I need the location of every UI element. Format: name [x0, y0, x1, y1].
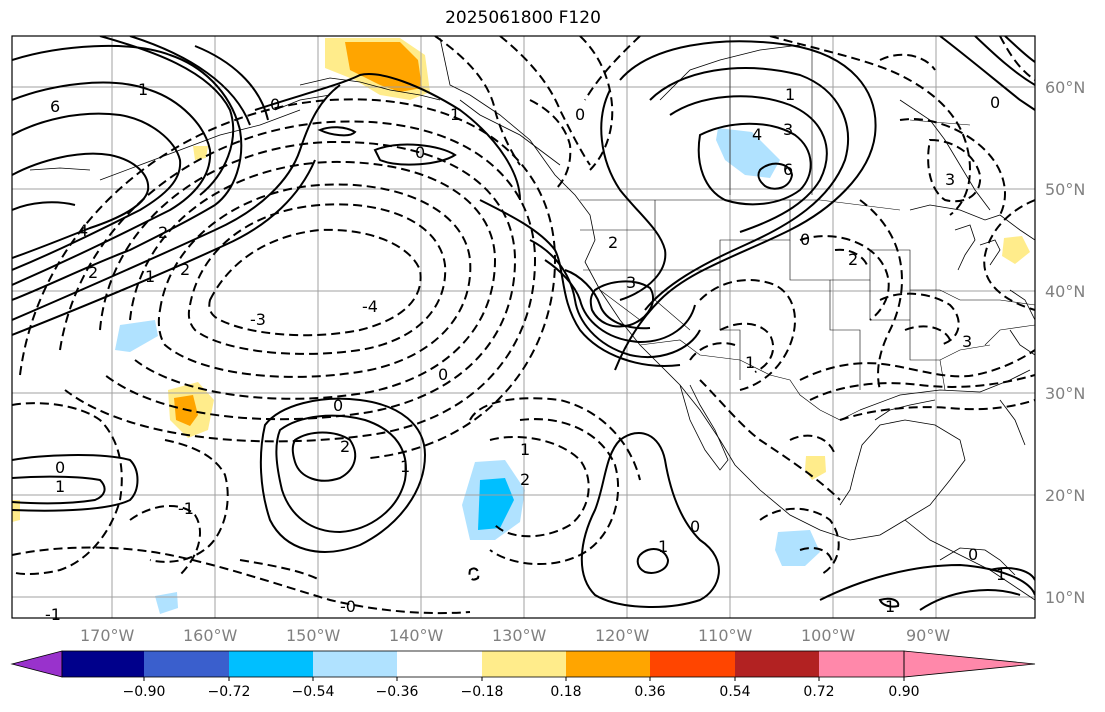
colorbar-tick-label: −0.36: [375, 684, 419, 700]
contour-label: 0: [415, 143, 425, 162]
latitude-label: 10°N: [1045, 588, 1086, 607]
colorbar-tick-label: 0.36: [634, 684, 666, 700]
colorbar-segment: [397, 651, 482, 677]
longitude-label: 100°W: [801, 626, 856, 645]
contour-label: 0: [990, 93, 1000, 112]
contour-label: 6: [50, 97, 60, 116]
longitude-label: 120°W: [595, 626, 650, 645]
longitude-label: 170°W: [80, 626, 135, 645]
colorbar-max-arrow: [903, 650, 1036, 678]
longitude-label: 160°W: [183, 626, 238, 645]
colorbar-tick-label: −0.72: [207, 684, 251, 700]
contour-label: 0: [55, 458, 65, 477]
colorbar-min-arrow: [10, 650, 63, 678]
colorbar-segment: [566, 651, 650, 677]
map-frame-border: [11, 35, 1036, 619]
shade-small-yellow-1: [193, 146, 208, 160]
map-title: 2025061800 F120: [445, 8, 601, 28]
shade-left-negative: [115, 320, 158, 352]
longitude-label: 130°W: [492, 626, 547, 645]
shade-alaska-strong: [345, 42, 422, 92]
shade-tropical-negative-strong: [478, 478, 514, 530]
contour-label: 3: [945, 170, 955, 189]
contour-label: 1: [885, 597, 895, 616]
political-borders: [580, 36, 1035, 421]
latitude-label: 60°N: [1045, 78, 1086, 97]
contour-label: 4: [752, 125, 762, 144]
contour-label: 0: [690, 517, 700, 536]
colorbar-tick-label: −0.54: [291, 684, 335, 700]
contour-label: 0: [333, 396, 343, 415]
contour-label: 1: [785, 85, 795, 104]
contour-label: 1: [996, 565, 1006, 584]
shade-greatlakes-positive: [1002, 236, 1030, 264]
contour-label: 2: [608, 233, 618, 252]
contour-label: 1: [400, 457, 410, 476]
contour-label: -4: [362, 297, 378, 316]
colorbar-tick-label: 0.90: [888, 684, 920, 700]
shade-pacific-negative: [775, 530, 820, 566]
colorbar-tick-label: −0.90: [122, 684, 166, 700]
contour-label: 2: [340, 437, 350, 456]
colorbar: [10, 650, 1036, 681]
longitude-label: 90°W: [906, 626, 951, 645]
colorbar-tick-label: 0.72: [803, 684, 835, 700]
coastlines: [29, 37, 1035, 601]
contour-label: 1: [145, 267, 155, 286]
contour-label: 0: [800, 230, 810, 249]
contour-label: 2: [180, 260, 190, 279]
colorbar-segment: [735, 651, 819, 677]
latitude-label: 30°N: [1045, 384, 1086, 403]
contour-label: 0: [575, 105, 585, 124]
contour-label: 2: [848, 250, 858, 269]
contour-label: 0: [270, 95, 280, 114]
contour-label: 1: [658, 537, 668, 556]
colorbar-segment: [144, 651, 229, 677]
contour-label: 2: [520, 470, 530, 489]
longitude-label: 110°W: [698, 626, 753, 645]
solid-contours: [12, 36, 1035, 611]
latitude-label: 20°N: [1045, 486, 1086, 505]
shade-central-negative: [716, 128, 780, 178]
colorbar-tick-label: −0.18: [460, 684, 504, 700]
contour-label: -0: [340, 597, 356, 616]
colorbar-tick-label: 0.54: [719, 684, 751, 700]
colorbar-segment: [62, 651, 144, 677]
contour-label: 4: [78, 221, 88, 240]
contour-label: 0: [438, 365, 448, 384]
shaded-anomalies: [12, 38, 1030, 614]
contour-label: 1: [138, 80, 148, 99]
colorbar-segment: [482, 651, 566, 677]
longitude-label: 140°W: [389, 626, 444, 645]
contour-label: -3: [250, 310, 266, 329]
gridlines: [12, 36, 1035, 618]
contour-label: 3: [626, 273, 636, 292]
contour-label: 1: [520, 440, 530, 459]
dashed-contours: [12, 36, 1035, 615]
colorbar-tick-label: 0.18: [550, 684, 582, 700]
contour-label: 1: [745, 353, 755, 372]
contour-label: 2: [88, 263, 98, 282]
colorbar-segment: [313, 651, 397, 677]
contour-label: 1: [55, 477, 65, 496]
contour-labels: 6 4 2 1 2 2 -3 -4 0 0 2 1 0 1 -1 0 1 2 -…: [45, 80, 1006, 624]
latitude-label: 40°N: [1045, 282, 1086, 301]
contour-label: -1: [45, 605, 61, 624]
colorbar-segment: [229, 651, 313, 677]
longitude-label: 150°W: [286, 626, 341, 645]
contour-label: 2: [158, 223, 168, 242]
contour-label: -1: [178, 499, 194, 518]
contour-label: 0: [968, 545, 978, 564]
contour-label: 1: [450, 105, 460, 124]
latitude-label: 50°N: [1045, 180, 1086, 199]
colorbar-segment: [650, 651, 735, 677]
contour-label: 3: [962, 332, 972, 351]
contour-label: 3: [783, 120, 793, 139]
colorbar-segment: [819, 651, 904, 677]
contour-label: 6: [783, 160, 793, 179]
